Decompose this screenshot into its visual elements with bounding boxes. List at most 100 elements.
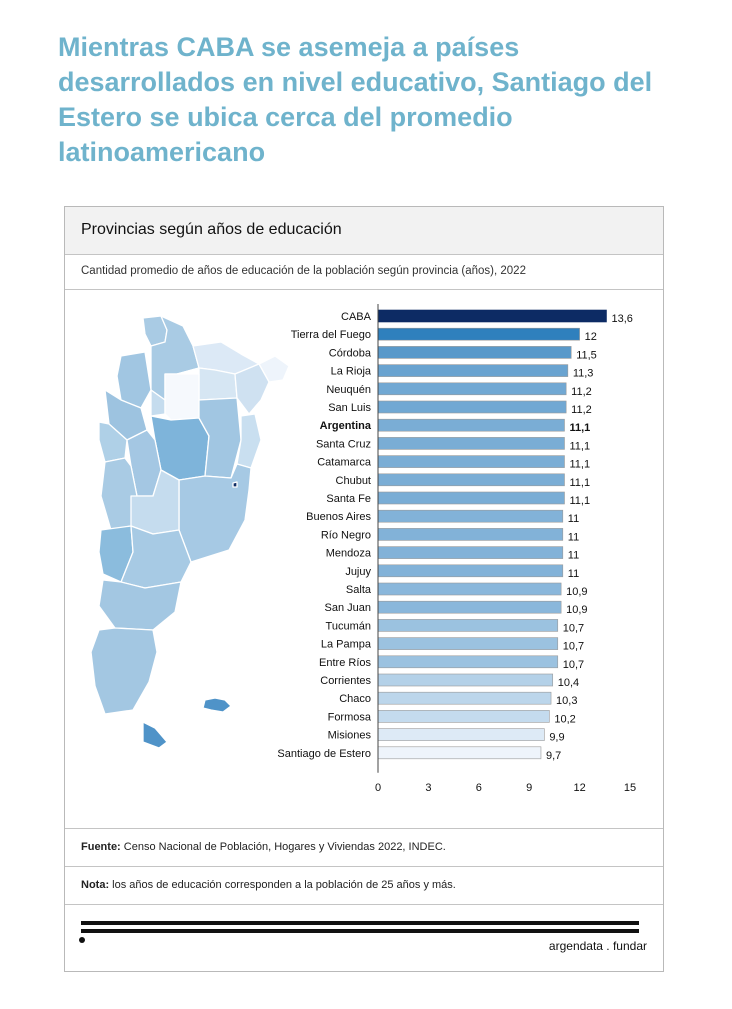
- category-label: Mendoza: [326, 548, 372, 560]
- note-label: Nota:: [81, 879, 110, 891]
- value-label: 11,1: [569, 477, 590, 489]
- card-title: Provincias según años de educación: [65, 207, 663, 255]
- value-label: 10,7: [563, 641, 584, 653]
- value-label: 11,5: [576, 349, 597, 361]
- category-label: La Pampa: [321, 639, 372, 651]
- footer: argendata . fundar: [65, 905, 663, 1009]
- chart-area: CABA 13,6 Tierra del Fuego 12 Córdoba 11,5 La …: [65, 290, 663, 829]
- value-label: 10,9: [566, 604, 587, 616]
- note-text: los años de educación corresponden a la …: [109, 879, 456, 891]
- bar: [377, 564, 564, 578]
- value-label: 10,7: [563, 659, 584, 671]
- value-label: 10,3: [556, 695, 577, 707]
- value-label: 10,2: [554, 713, 575, 725]
- value-label: 11,1: [569, 422, 590, 434]
- category-label: CABA: [341, 311, 372, 323]
- argentina-map: [90, 315, 290, 749]
- map-caba: [232, 481, 238, 488]
- map-malvinas: [202, 697, 232, 713]
- bar: [377, 691, 552, 705]
- bar: [377, 673, 554, 687]
- value-label: 12: [585, 331, 597, 343]
- chart-card: Provincias según años de educación Canti…: [64, 206, 664, 972]
- x-tick-label: 15: [624, 782, 636, 794]
- category-label: Neuquén: [326, 384, 371, 396]
- category-label: Santiago de Estero: [277, 748, 371, 760]
- source-label: Fuente:: [81, 841, 121, 853]
- value-label: 11: [568, 568, 579, 580]
- value-label: 10,4: [558, 677, 579, 689]
- category-label: Formosa: [328, 711, 372, 723]
- category-label: Catamarca: [317, 457, 372, 469]
- bar: [377, 600, 562, 614]
- footnote: Nota: los años de educación corresponden…: [65, 867, 663, 905]
- category-label: Argentina: [320, 420, 372, 432]
- bar: [377, 400, 567, 414]
- bar: [377, 491, 565, 505]
- bar: [377, 528, 564, 541]
- bar: [377, 473, 565, 487]
- value-label: 10,9: [566, 586, 587, 598]
- bar: [377, 346, 572, 359]
- category-label: La Rioja: [331, 366, 372, 378]
- category-label: Tucumán: [326, 620, 371, 632]
- value-label: 9,7: [546, 750, 561, 762]
- x-tick-label: 3: [425, 782, 431, 794]
- bar: [377, 327, 580, 341]
- bar: [377, 309, 607, 323]
- bar: [377, 746, 542, 760]
- value-label: 11: [568, 531, 579, 543]
- category-label: Salta: [346, 584, 372, 596]
- bar: [377, 619, 559, 632]
- category-label: Santa Cruz: [316, 438, 371, 450]
- footer-dot: [79, 937, 85, 943]
- bar: [377, 455, 565, 468]
- category-label: San Luis: [328, 402, 371, 414]
- category-label: Jujuy: [345, 566, 371, 578]
- bar: [377, 637, 559, 650]
- map-province-tierra-del-fuego: [142, 721, 168, 749]
- map-province-chubut: [98, 579, 182, 631]
- bar: [377, 546, 564, 559]
- x-tick-label: 6: [476, 782, 482, 794]
- value-label: 13,6: [611, 313, 632, 325]
- category-label: Río Negro: [321, 529, 371, 541]
- category-label: Buenos Aires: [306, 511, 371, 523]
- value-label: 11,1: [569, 495, 590, 507]
- headline: Mientras CABA se asemeja a países desarr…: [58, 32, 653, 167]
- category-label: Corrientes: [320, 675, 371, 687]
- value-label: 11: [568, 513, 579, 525]
- x-tick-label: 9: [526, 782, 532, 794]
- bar: [377, 728, 545, 741]
- category-label: Santa Fe: [326, 493, 371, 505]
- source-text: Censo Nacional de Población, Hogares y V…: [120, 841, 446, 853]
- card-subtitle: Cantidad promedio de años de educación d…: [65, 255, 663, 290]
- bar: [377, 364, 569, 377]
- bar: [377, 509, 564, 523]
- value-label: 10,7: [563, 622, 584, 634]
- value-label: 9,9: [549, 732, 564, 744]
- x-tick-label: 0: [375, 782, 381, 794]
- value-label: 11,1: [569, 459, 590, 471]
- bar: [377, 382, 567, 396]
- value-label: 11,2: [571, 386, 592, 398]
- value-label: 11,1: [569, 440, 590, 452]
- value-label: 11: [568, 550, 579, 562]
- bar-chart: CABA 13,6 Tierra del Fuego 12 Córdoba 11,5 La …: [277, 304, 636, 794]
- category-label: Chubut: [336, 475, 371, 487]
- footer-rule-2: [81, 929, 639, 933]
- category-label: Tierra del Fuego: [291, 329, 371, 341]
- bar: [377, 437, 565, 450]
- bar: [377, 710, 550, 723]
- value-label: 11,3: [573, 368, 594, 380]
- x-tick-label: 12: [573, 782, 585, 794]
- bar: [377, 655, 559, 669]
- bar: [377, 582, 562, 596]
- category-label: Entre Ríos: [319, 657, 371, 669]
- category-label: Córdoba: [329, 347, 372, 359]
- footer-rule-1: [81, 921, 639, 925]
- category-label: Chaco: [339, 693, 371, 705]
- brand-logo: argendata . fundar: [548, 939, 647, 953]
- source-note: Fuente: Censo Nacional de Población, Hog…: [65, 829, 663, 867]
- bar: [377, 418, 565, 432]
